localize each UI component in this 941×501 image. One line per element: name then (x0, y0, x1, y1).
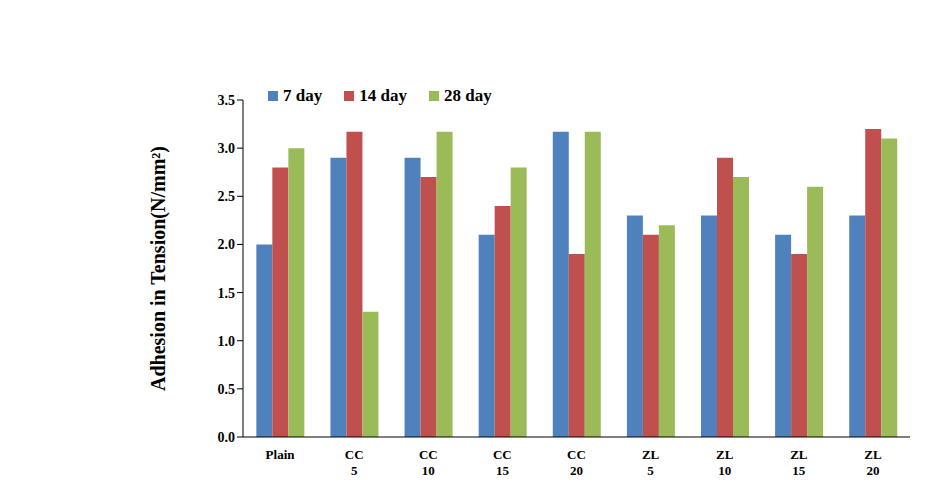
svg-text:3.5: 3.5 (218, 93, 236, 108)
svg-text:CC5: CC5 (345, 447, 364, 478)
svg-text:CC10: CC10 (419, 447, 438, 478)
svg-text:0.0: 0.0 (218, 430, 236, 445)
svg-text:ZL10: ZL10 (716, 447, 734, 478)
html-text:7 day: 7 day (283, 86, 323, 105)
svg-text:CC20: CC20 (567, 447, 586, 478)
svg-text:CC15: CC15 (493, 447, 512, 478)
svg-text:1.0: 1.0 (218, 334, 236, 349)
html-text:14 day: 14 day (359, 86, 407, 105)
svg-text:Adhesion in Tension(N/mm²): Adhesion in Tension(N/mm²) (147, 146, 170, 391)
svg-text:3.0: 3.0 (218, 141, 236, 156)
svg-text:ZL20: ZL20 (864, 447, 882, 478)
svg-text:2.0: 2.0 (218, 237, 236, 252)
svg-text:0.5: 0.5 (218, 382, 236, 397)
html-text:28 day: 28 day (443, 86, 492, 105)
svg-text:ZL5: ZL5 (642, 447, 660, 478)
svg-text:ZL15: ZL15 (790, 447, 808, 478)
svg-text:Plain: Plain (266, 447, 296, 462)
svg-text:1.5: 1.5 (218, 286, 236, 301)
svg-text:2.5: 2.5 (218, 189, 236, 204)
